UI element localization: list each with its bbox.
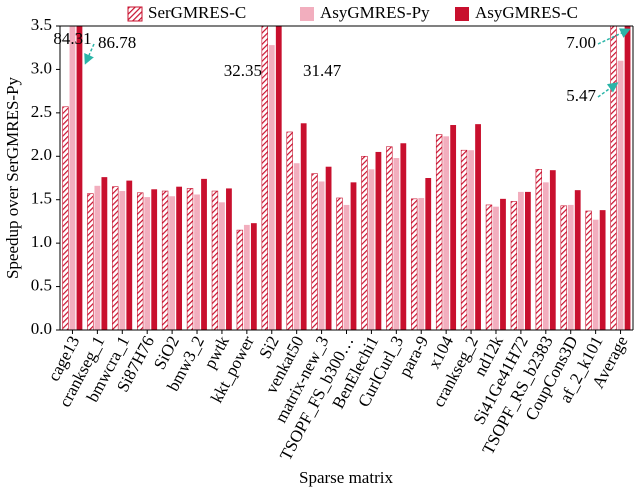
bar [318,181,325,330]
value-label: 84.31 [53,29,91,48]
bar [610,26,617,330]
x-axis-title: Sparse matrix [299,468,393,487]
bar [286,131,293,330]
bar [617,60,624,330]
bar [336,197,343,330]
y-tick-label: 1.5 [31,189,52,208]
bar [325,166,332,330]
bar [361,155,368,330]
bar [493,206,499,330]
bar [136,192,144,330]
bar [261,26,268,330]
bar [418,197,425,330]
bar [243,224,250,330]
bar [151,189,158,330]
bar [460,149,468,330]
legend-swatch [127,6,143,22]
bar [219,202,225,330]
bar [268,45,275,330]
legend-swatch [300,7,314,21]
label-arrow [597,28,631,45]
y-tick-label: 2.0 [31,145,52,164]
bar [76,26,83,330]
bar [567,204,574,330]
bar [599,210,606,330]
bar [524,191,531,330]
bar [468,150,474,330]
bar [485,204,493,330]
bar [450,125,457,330]
bar [112,186,119,330]
y-tick-label: 1.0 [31,232,52,251]
value-label: 31.47 [303,61,342,80]
bar [343,204,350,330]
bar [300,123,307,330]
bar [411,198,418,330]
bar [119,191,126,330]
bar [368,169,375,330]
bar [510,201,518,330]
bar [475,124,481,330]
bar [275,26,282,330]
value-label: 32.35 [224,61,262,80]
bar [169,196,176,330]
bar [176,186,183,330]
bar [226,188,232,330]
bars [62,26,631,330]
bar [535,169,543,330]
bar [500,198,506,330]
y-axis-title: Speedup over SerGMRES-Py [3,76,22,279]
bar [194,194,200,330]
bar [236,229,244,330]
bar [201,178,207,330]
bar [585,210,592,330]
y-tick-label: 0.5 [31,275,52,294]
bar [69,26,76,330]
bar [87,193,94,330]
bar [350,182,357,330]
y-tick-label: 3.0 [31,58,52,77]
bar [549,170,556,330]
bar [624,26,631,330]
bar [211,190,219,330]
legend-label: AsyGMRES-Py [320,3,430,22]
bar [101,177,108,330]
y-tick-label: 2.5 [31,102,52,121]
legend-swatch [455,7,469,21]
legend-label: AsyGMRES-C [475,3,578,22]
label-arrow [597,82,619,98]
bar [542,182,549,330]
bar [375,151,382,330]
bar [144,197,151,330]
value-label: 5.47 [566,86,596,105]
bar [186,188,194,330]
value-label: 7.00 [566,33,596,52]
legend-label: SerGMRES-C [148,3,246,22]
bar [293,163,300,330]
bar [517,191,524,330]
bar [386,146,393,330]
bar [62,106,69,330]
bar [393,158,400,330]
y-tick-label: 3.5 [31,15,52,34]
bar [435,134,443,330]
bar [400,143,407,330]
label-arrow [84,43,95,65]
bar [126,180,133,330]
bar [574,190,581,330]
bar [443,136,450,330]
y-tick-label: 0.0 [31,319,52,338]
bar [560,205,567,330]
bar [311,173,318,330]
bar [94,185,101,330]
bar [250,223,257,330]
bar [592,219,599,330]
bar [161,190,169,330]
value-label: 86.78 [98,33,136,52]
bar [425,178,432,330]
